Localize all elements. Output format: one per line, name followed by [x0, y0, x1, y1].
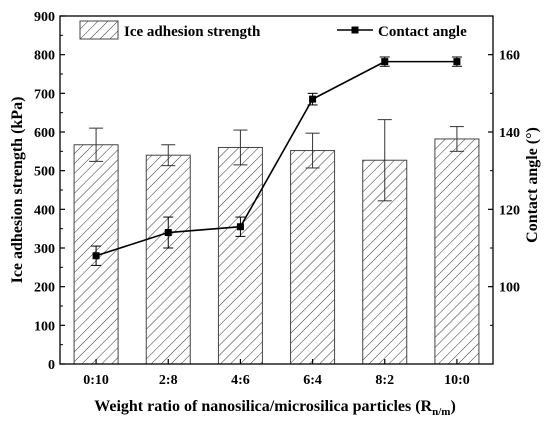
bar: [434, 138, 480, 365]
y-right-tick-label: 120: [499, 203, 520, 218]
legend-label-ice-adhesion: Ice adhesion strength: [124, 24, 261, 40]
bar: [217, 146, 263, 365]
x-tick-label: 2:8: [159, 373, 178, 388]
bar: [145, 154, 191, 365]
y-left-tick-label: 900: [34, 10, 55, 25]
contact-angle-point: [164, 229, 172, 237]
contact-angle-point: [236, 223, 244, 231]
y-left-tick-label: 500: [34, 165, 55, 180]
y-left-tick-label: 700: [34, 87, 55, 102]
contact-angle-point: [381, 58, 389, 66]
contact-angle-line: [95, 60, 457, 257]
y-left-tick-label: 100: [34, 319, 55, 334]
y-right-tick-label: 100: [499, 281, 520, 296]
bar: [290, 150, 336, 365]
legend-line-marker: [351, 26, 359, 34]
y-right-tick-label: 140: [499, 126, 520, 141]
y-left-tick-label: 200: [34, 281, 55, 296]
legend-label-contact-angle: Contact angle: [378, 24, 467, 40]
y-axis-left-title: Ice adhesion strength (kPa): [9, 97, 26, 284]
plot-frame: [59, 15, 494, 365]
x-tick-label: 10:0: [444, 373, 470, 388]
y-left-tick-label: 0: [48, 358, 55, 373]
y-left-tick-label: 400: [34, 203, 55, 218]
y-left-tick-label: 800: [34, 49, 55, 64]
x-tick-label: 8:2: [375, 373, 394, 388]
contact-angle-point: [92, 252, 100, 260]
x-axis-title: Weight ratio of nanosilica/microsilica p…: [94, 398, 456, 418]
y-axis-right-title: Contact angle (°): [524, 127, 541, 243]
legend: Ice adhesion strength Contact angle: [79, 20, 467, 40]
plot-area: 0 100 200 300 400 500 600 700 800 900 100 120 140 160…: [34, 10, 520, 388]
legend-bar-swatch: [79, 20, 119, 40]
x-tick-label: 0:10: [83, 373, 109, 388]
y-left-tick-label: 300: [34, 242, 55, 257]
y-right-tick-label: 160: [499, 49, 520, 64]
contact-angle-point: [453, 58, 461, 66]
contact-angle-point: [309, 95, 317, 103]
x-tick-label: 6:4: [303, 373, 322, 388]
y-left-tick-label: 600: [34, 126, 55, 141]
x-tick-label: 4:6: [231, 373, 250, 388]
